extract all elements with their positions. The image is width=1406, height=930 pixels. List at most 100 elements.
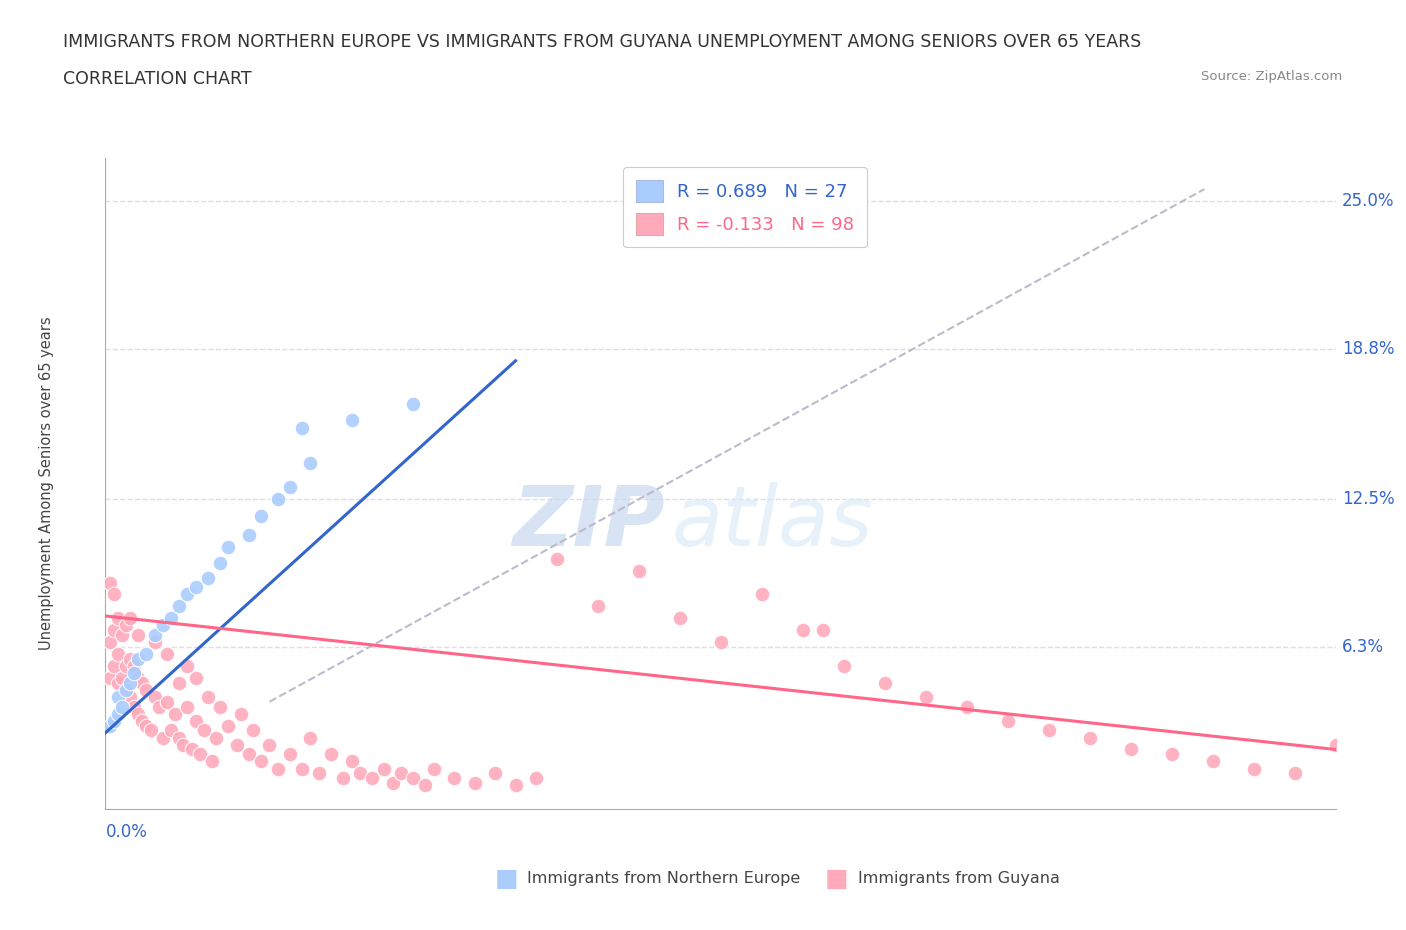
Text: Source: ZipAtlas.com: Source: ZipAtlas.com bbox=[1202, 70, 1343, 83]
Point bbox=[299, 456, 322, 471]
Point bbox=[197, 570, 219, 585]
Point bbox=[308, 766, 330, 781]
Point bbox=[873, 675, 896, 690]
Point bbox=[122, 666, 145, 681]
Point bbox=[98, 671, 121, 685]
Point bbox=[127, 706, 149, 721]
Point bbox=[135, 646, 157, 661]
Point bbox=[152, 730, 174, 745]
Point bbox=[107, 689, 129, 704]
Point bbox=[278, 480, 301, 495]
Point bbox=[505, 777, 527, 792]
Point bbox=[238, 527, 260, 542]
Legend: R = 0.689   N = 27, R = -0.133   N = 98: R = 0.689 N = 27, R = -0.133 N = 98 bbox=[623, 167, 868, 247]
Text: 0.0%: 0.0% bbox=[105, 823, 148, 842]
Point bbox=[127, 671, 149, 685]
Text: Immigrants from Guyana: Immigrants from Guyana bbox=[858, 871, 1060, 886]
Point bbox=[832, 658, 855, 673]
Point bbox=[169, 599, 191, 614]
Point bbox=[98, 635, 121, 650]
Point bbox=[115, 683, 138, 698]
Point bbox=[1038, 723, 1060, 737]
Point bbox=[319, 747, 342, 762]
Point bbox=[152, 618, 174, 633]
Point bbox=[792, 623, 814, 638]
Point bbox=[278, 747, 301, 762]
Point bbox=[402, 771, 425, 786]
Point bbox=[259, 737, 281, 752]
Point bbox=[143, 628, 166, 643]
Point bbox=[184, 713, 207, 728]
Point bbox=[103, 713, 125, 728]
Point bbox=[135, 683, 157, 698]
Point bbox=[103, 623, 125, 638]
Point bbox=[627, 564, 650, 578]
Point bbox=[811, 623, 834, 638]
Point bbox=[131, 675, 153, 690]
Point bbox=[267, 492, 290, 507]
Point bbox=[250, 509, 273, 524]
Point bbox=[197, 689, 219, 704]
Point bbox=[135, 718, 157, 733]
Point bbox=[156, 695, 179, 710]
Text: 6.3%: 6.3% bbox=[1341, 638, 1384, 656]
Point bbox=[546, 551, 568, 566]
Point bbox=[1284, 766, 1306, 781]
Text: atlas: atlas bbox=[672, 482, 873, 564]
Point bbox=[291, 420, 314, 435]
Point bbox=[381, 776, 404, 790]
Point bbox=[111, 699, 134, 714]
Point bbox=[524, 771, 547, 786]
Point bbox=[115, 683, 138, 698]
Point bbox=[139, 723, 162, 737]
Point bbox=[111, 671, 134, 685]
Point bbox=[107, 675, 129, 690]
Point bbox=[332, 771, 354, 786]
Point bbox=[172, 737, 194, 752]
Point bbox=[209, 556, 232, 571]
Point bbox=[361, 771, 384, 786]
Point bbox=[1119, 742, 1142, 757]
Point bbox=[1078, 730, 1101, 745]
Point bbox=[127, 628, 149, 643]
Text: IMMIGRANTS FROM NORTHERN EUROPE VS IMMIGRANTS FROM GUYANA UNEMPLOYMENT AMONG SEN: IMMIGRANTS FROM NORTHERN EUROPE VS IMMIG… bbox=[63, 33, 1142, 50]
Point bbox=[205, 730, 228, 745]
Point bbox=[127, 651, 149, 666]
Point bbox=[250, 754, 273, 769]
Point bbox=[120, 611, 141, 626]
Point bbox=[349, 766, 371, 781]
Point bbox=[160, 611, 183, 626]
Point bbox=[402, 396, 425, 411]
Point bbox=[98, 718, 121, 733]
Text: ZIP: ZIP bbox=[513, 482, 665, 564]
Point bbox=[184, 580, 207, 595]
Point bbox=[176, 658, 198, 673]
Text: 18.8%: 18.8% bbox=[1341, 339, 1395, 358]
Point bbox=[169, 730, 191, 745]
Point bbox=[229, 706, 252, 721]
Point bbox=[98, 575, 121, 590]
Point bbox=[1324, 737, 1347, 752]
Point bbox=[131, 713, 153, 728]
Point bbox=[122, 658, 145, 673]
Point bbox=[484, 766, 506, 781]
Point bbox=[340, 754, 363, 769]
Point bbox=[143, 689, 166, 704]
Point bbox=[1202, 754, 1225, 769]
Point bbox=[389, 766, 412, 781]
Point bbox=[120, 689, 141, 704]
Point bbox=[184, 671, 207, 685]
Point bbox=[111, 628, 134, 643]
Point bbox=[956, 699, 979, 714]
Point bbox=[143, 635, 166, 650]
Text: ■: ■ bbox=[825, 867, 848, 891]
Point bbox=[443, 771, 465, 786]
Point bbox=[218, 539, 240, 554]
Point bbox=[299, 730, 322, 745]
Point bbox=[914, 689, 936, 704]
Text: Unemployment Among Seniors over 65 years: Unemployment Among Seniors over 65 years bbox=[39, 317, 53, 650]
Text: Immigrants from Northern Europe: Immigrants from Northern Europe bbox=[527, 871, 800, 886]
Point bbox=[751, 587, 773, 602]
Text: ■: ■ bbox=[495, 867, 517, 891]
Point bbox=[464, 776, 486, 790]
